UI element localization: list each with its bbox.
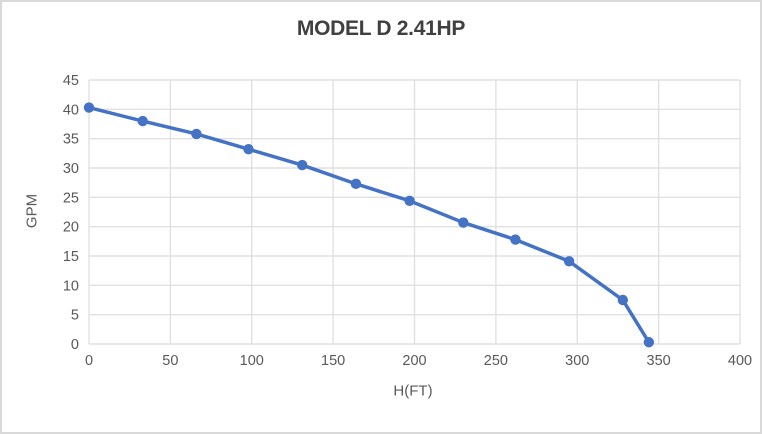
x-tick-label: 0 bbox=[85, 353, 93, 369]
x-tick-label: 300 bbox=[565, 353, 589, 369]
data-point-marker bbox=[404, 195, 415, 207]
x-tick-label: 200 bbox=[402, 353, 426, 369]
x-tick-label: 350 bbox=[647, 353, 671, 369]
y-tick-label: 40 bbox=[63, 102, 79, 118]
y-tick-label: 20 bbox=[63, 220, 79, 236]
data-point-marker bbox=[563, 256, 575, 267]
data-point-marker bbox=[137, 115, 148, 127]
data-point-marker bbox=[617, 294, 629, 306]
data-point-marker bbox=[510, 234, 521, 245]
data-point-marker bbox=[191, 128, 202, 140]
chart-title: MODEL D 2.41HP bbox=[296, 17, 466, 40]
x-tick-label: 250 bbox=[484, 353, 508, 369]
x-tick-label: 400 bbox=[728, 353, 752, 369]
y-tick-label: 0 bbox=[71, 337, 79, 353]
y-axis-title: GPM bbox=[23, 193, 41, 229]
y-tick-label: 15 bbox=[63, 249, 79, 265]
x-axis-title: H(FT) bbox=[393, 382, 433, 400]
data-line bbox=[87, 105, 651, 344]
y-tick-label: 25 bbox=[63, 190, 79, 206]
y-tick-label: 35 bbox=[63, 132, 79, 148]
data-point-marker bbox=[458, 217, 469, 228]
data-point-marker bbox=[297, 159, 308, 171]
data-point-marker bbox=[243, 144, 254, 155]
data-point-marker bbox=[350, 178, 362, 190]
data-point-marker bbox=[643, 337, 655, 348]
data-point-marker bbox=[83, 102, 95, 113]
x-tick-label: 50 bbox=[162, 353, 178, 369]
x-tick-label: 100 bbox=[240, 353, 264, 369]
y-tick-label: 5 bbox=[71, 308, 79, 324]
x-tick-label: 150 bbox=[321, 353, 345, 369]
y-tick-label: 30 bbox=[63, 161, 79, 177]
y-tick-label: 45 bbox=[63, 73, 79, 89]
y-tick-label: 10 bbox=[63, 278, 79, 294]
